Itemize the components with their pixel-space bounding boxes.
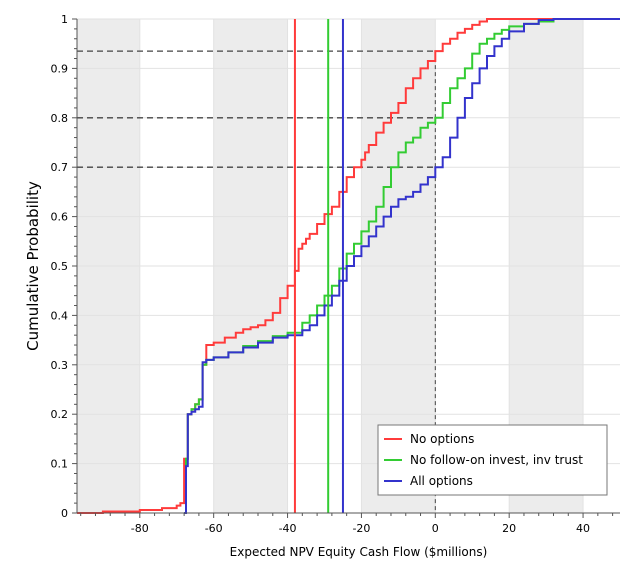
x-tick-label: -80 — [131, 522, 149, 535]
x-tick-labels: -80 -60 -40 -20 0 20 40 — [131, 522, 590, 535]
legend-box — [377, 424, 608, 496]
y-tick-label: 0.6 — [51, 211, 69, 224]
legend: No options No follow-on invest, inv trust… — [377, 424, 608, 496]
x-tick-label: 20 — [502, 522, 516, 535]
y-axis-title: Cumulative Probability — [24, 181, 42, 351]
y-tick-label: 0 — [61, 507, 68, 520]
series-line-2 — [184, 18, 620, 514]
y-tick-label: 0.5 — [51, 260, 69, 273]
y-tick-label: 0.1 — [51, 458, 69, 471]
series-group — [77, 18, 620, 514]
legend-label-2: All options — [410, 474, 473, 488]
x-tick-label: -20 — [352, 522, 370, 535]
y-tick-label: 0.4 — [51, 309, 69, 322]
legend-label-1: No follow-on invest, inv trust — [410, 453, 583, 467]
x-axis-title: Expected NPV Equity Cash Flow ($millions… — [230, 545, 488, 559]
y-tick-label: 0.3 — [51, 359, 69, 372]
x-tick-label: -60 — [205, 522, 223, 535]
y-tick-label: 1 — [61, 13, 68, 26]
y-tick-label: 0.9 — [51, 62, 69, 75]
y-tick-label: 0.8 — [51, 112, 69, 125]
y-tick-labels: 0 0.1 0.2 0.3 0.4 0.5 0.6 0.7 0.8 0.9 1 — [51, 13, 69, 520]
x-tick-label: -40 — [279, 522, 297, 535]
axes — [72, 18, 620, 518]
x-tick-label: 0 — [432, 522, 439, 535]
y-tick-label: 0.2 — [51, 408, 69, 421]
x-tick-label: 40 — [576, 522, 590, 535]
y-tick-label: 0.7 — [51, 161, 69, 174]
legend-label-0: No options — [410, 432, 474, 446]
vertical-mean-lines — [293, 19, 344, 513]
